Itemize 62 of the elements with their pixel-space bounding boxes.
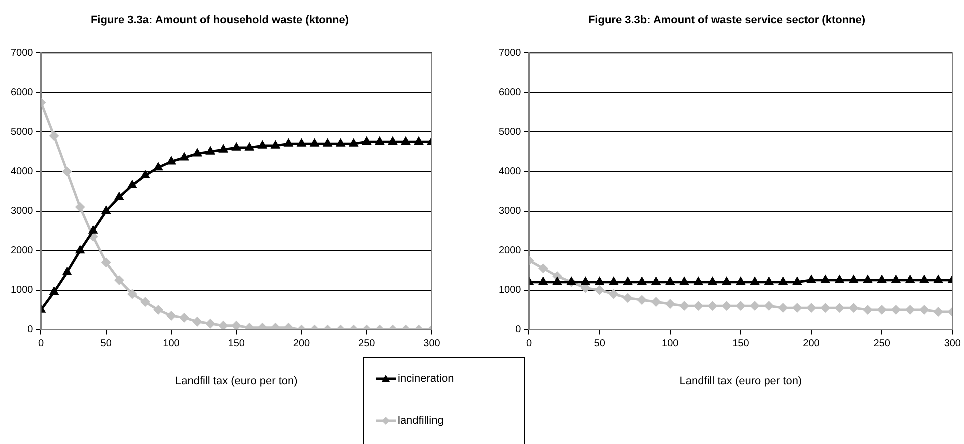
x-tick-label: 200: [293, 338, 311, 350]
y-tick-label: 3000: [498, 206, 522, 218]
x-tick-label: 250: [358, 338, 376, 350]
point: [219, 321, 228, 330]
y-tick-label: 7000: [10, 48, 34, 59]
point: [76, 246, 84, 254]
point: [128, 290, 137, 299]
x-tick-label: 100: [163, 338, 180, 350]
y-tick-label: 6000: [498, 87, 522, 98]
point: [115, 192, 124, 200]
point: [206, 319, 216, 328]
point: [154, 163, 162, 171]
x-tick-label: 150: [228, 338, 246, 350]
x-tick-label: 100: [662, 338, 680, 350]
y-tick-label: 2000: [498, 246, 522, 257]
y-tick-label: 5000: [10, 126, 34, 138]
point: [154, 306, 163, 314]
legend-label: incineration: [398, 373, 454, 385]
y-tick-label: 6000: [10, 87, 34, 98]
point: [114, 276, 124, 285]
point: [258, 323, 268, 330]
y-tick-label: 2000: [10, 246, 34, 257]
point: [193, 317, 202, 326]
point: [271, 323, 280, 330]
y-tick-label: 1000: [10, 285, 34, 296]
x-tick-label: 150: [732, 338, 750, 350]
y-tick-label: 4000: [10, 166, 34, 178]
point: [140, 298, 150, 307]
y-tick-label: 7000: [498, 48, 522, 59]
x-tick-label: 0: [526, 338, 532, 350]
x-tick-label: 200: [803, 338, 820, 350]
x-tick-label: 50: [594, 338, 606, 350]
chart-title: Figure 3.3b: Amount of waste service sector (ktonne): [588, 14, 866, 27]
point: [102, 206, 110, 214]
point: [180, 153, 189, 161]
x-tick-label: 300: [424, 338, 441, 350]
y-tick-label: 4000: [498, 166, 522, 178]
x-tick-label: 250: [874, 338, 891, 350]
x-axis-title: Landfill tax (euro per ton): [680, 375, 802, 388]
x-tick-label: 50: [100, 338, 112, 350]
point: [141, 171, 150, 179]
point: [180, 313, 189, 322]
y-tick-label: 0: [516, 324, 522, 336]
point: [102, 258, 111, 268]
x-tick-label: 300: [944, 338, 962, 350]
y-tick-label: 0: [28, 324, 34, 336]
y-tick-label: 5000: [498, 126, 522, 138]
point: [76, 202, 85, 212]
y-tick-label: 3000: [10, 206, 34, 218]
chart-title: Figure 3.3a: Amount of household waste (ktonne): [90, 14, 350, 27]
point: [232, 321, 242, 330]
point: [167, 157, 176, 165]
x-axis-title: Landfill tax (euro per ton): [175, 375, 298, 388]
point: [284, 323, 294, 330]
point: [50, 132, 59, 141]
point: [245, 323, 254, 330]
point: [50, 288, 58, 296]
point: [62, 167, 72, 176]
point: [167, 312, 176, 320]
legend-label: landfilling: [398, 415, 444, 427]
x-tick-label: 0: [38, 338, 44, 350]
y-tick-label: 1000: [498, 285, 522, 296]
